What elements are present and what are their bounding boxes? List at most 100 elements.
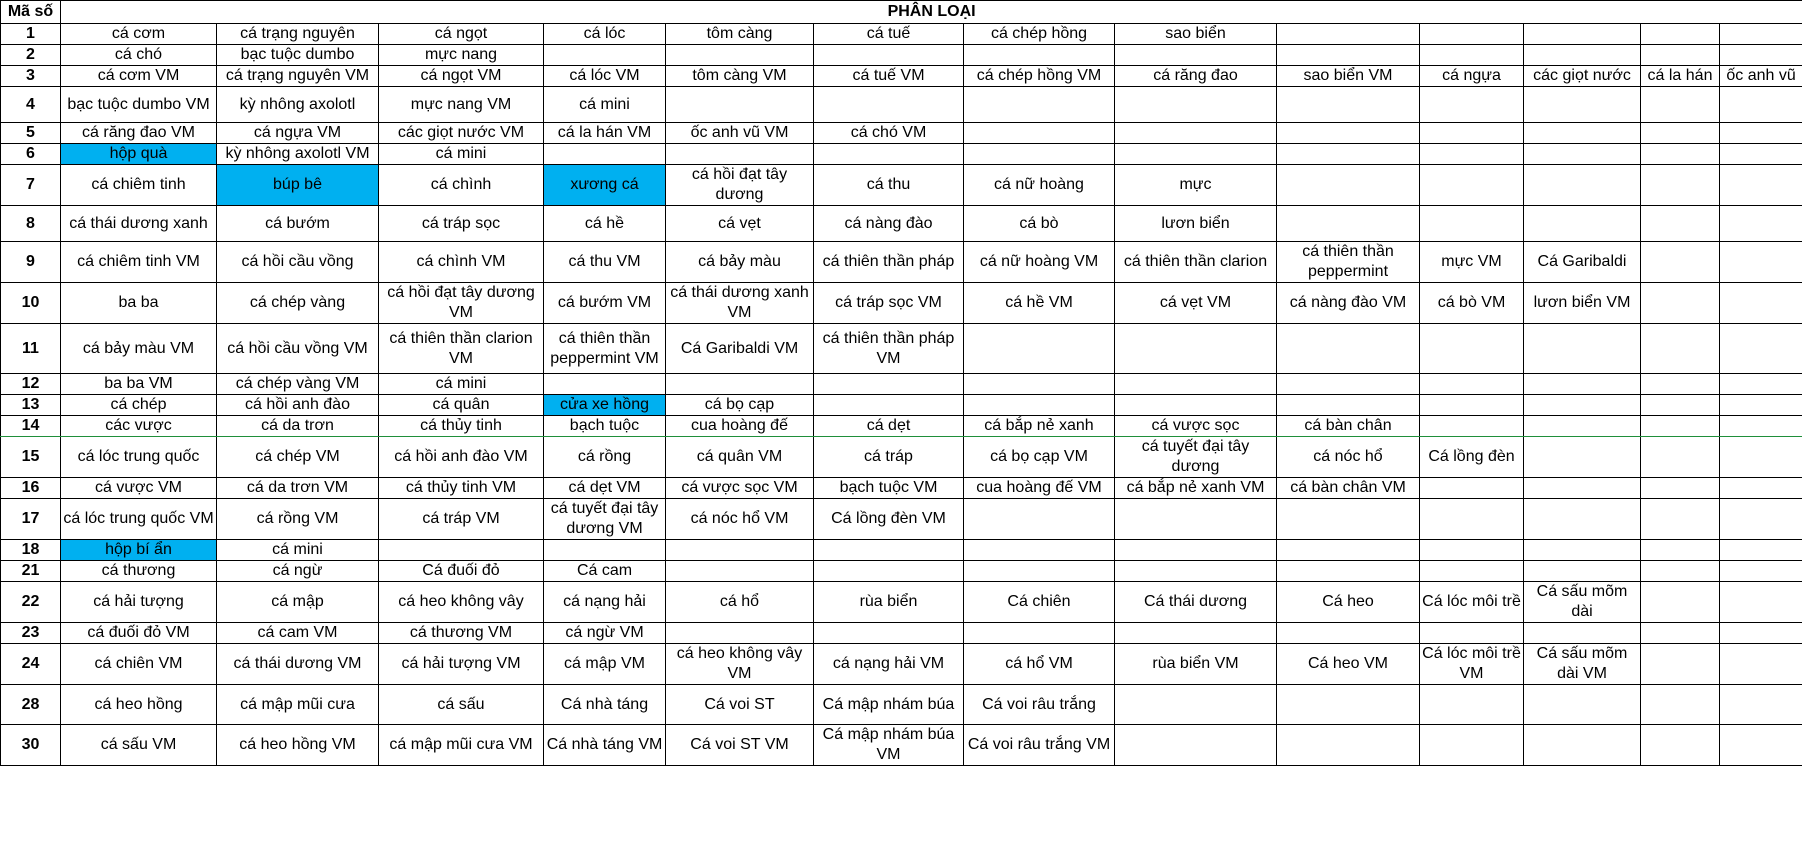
table-cell[interactable]: cá bọ cạp VM bbox=[963, 436, 1115, 478]
table-cell[interactable]: cá dẹt bbox=[813, 415, 964, 437]
row-id-cell[interactable]: 3 bbox=[0, 65, 61, 87]
table-cell[interactable]: cá chép vàng bbox=[216, 282, 379, 324]
table-cell[interactable] bbox=[963, 86, 1115, 123]
table-cell[interactable]: cá chép vàng VM bbox=[216, 373, 379, 395]
table-cell[interactable]: cá thái dương xanh VM bbox=[665, 282, 814, 324]
table-cell[interactable]: cá chình VM bbox=[378, 241, 544, 283]
table-cell[interactable]: cá heo không vây bbox=[378, 581, 544, 623]
row-id-cell[interactable]: 22 bbox=[0, 581, 61, 623]
table-cell[interactable]: ốc anh vũ bbox=[1718, 65, 1802, 87]
table-cell[interactable]: cá bò VM bbox=[1419, 282, 1524, 324]
table-cell[interactable] bbox=[963, 143, 1115, 165]
table-cell[interactable] bbox=[543, 44, 666, 66]
table-cell[interactable]: cá da trơn VM bbox=[216, 477, 379, 499]
table-cell[interactable] bbox=[1718, 415, 1802, 437]
table-cell[interactable]: cá la hán bbox=[1640, 65, 1720, 87]
table-cell[interactable] bbox=[1114, 44, 1277, 66]
table-cell[interactable]: cá hổ VM bbox=[963, 643, 1115, 685]
table-cell[interactable]: cá đuối đỏ VM bbox=[60, 622, 217, 644]
table-cell[interactable] bbox=[1419, 143, 1524, 165]
table-cell[interactable] bbox=[1718, 323, 1802, 374]
table-cell[interactable]: cá vược sọc VM bbox=[665, 477, 814, 499]
table-cell[interactable] bbox=[1523, 560, 1641, 582]
table-cell[interactable]: cá mập mũi cưa bbox=[216, 684, 379, 725]
table-cell[interactable]: Cá lồng đèn bbox=[1419, 436, 1524, 478]
table-cell[interactable] bbox=[1523, 539, 1641, 561]
table-cell[interactable] bbox=[1523, 164, 1641, 206]
row-id-cell[interactable]: 5 bbox=[0, 122, 61, 144]
table-cell[interactable]: cá vẹt bbox=[665, 205, 814, 242]
table-cell[interactable]: cá la hán VM bbox=[543, 122, 666, 144]
table-cell[interactable]: cá chiêm tinh VM bbox=[60, 241, 217, 283]
table-cell[interactable]: cua hoàng đế bbox=[665, 415, 814, 437]
table-cell[interactable]: ốc anh vũ VM bbox=[665, 122, 814, 144]
table-cell[interactable]: cá thủy tinh bbox=[378, 415, 544, 437]
row-id-cell[interactable]: 4 bbox=[0, 86, 61, 123]
table-cell[interactable]: cá tráp sọc bbox=[378, 205, 544, 242]
table-cell[interactable]: cá hồi đạt tây dương bbox=[665, 164, 814, 206]
table-cell[interactable] bbox=[1419, 44, 1524, 66]
table-cell[interactable] bbox=[1718, 394, 1802, 416]
table-cell[interactable] bbox=[1114, 622, 1277, 644]
table-cell[interactable]: các giọt nước bbox=[1523, 65, 1641, 87]
row-id-cell[interactable]: 10 bbox=[0, 282, 61, 324]
table-cell[interactable]: cá thủy tinh VM bbox=[378, 477, 544, 499]
table-cell[interactable]: Cá Garibaldi VM bbox=[665, 323, 814, 374]
table-cell[interactable] bbox=[1640, 539, 1720, 561]
table-cell[interactable] bbox=[1718, 498, 1802, 540]
table-cell[interactable]: cá da trơn bbox=[216, 415, 379, 437]
table-cell[interactable] bbox=[1276, 684, 1420, 725]
table-cell[interactable]: cá bắp nẻ xanh bbox=[963, 415, 1115, 437]
table-cell[interactable] bbox=[1718, 560, 1802, 582]
table-cell[interactable]: cá bướm bbox=[216, 205, 379, 242]
table-cell[interactable] bbox=[1276, 164, 1420, 206]
table-cell[interactable]: cá bắp nẻ xanh VM bbox=[1114, 477, 1277, 499]
table-cell[interactable]: cá mập mũi cưa VM bbox=[378, 724, 544, 766]
table-cell[interactable] bbox=[1640, 560, 1720, 582]
row-id-cell[interactable]: 13 bbox=[0, 394, 61, 416]
table-cell[interactable] bbox=[1419, 23, 1524, 45]
table-cell[interactable]: lươn biển bbox=[1114, 205, 1277, 242]
table-cell[interactable]: Cá cam bbox=[543, 560, 666, 582]
table-cell[interactable]: cá ngọt bbox=[378, 23, 544, 45]
table-cell[interactable]: cá thương bbox=[60, 560, 217, 582]
table-cell[interactable]: cá răng đao bbox=[1114, 65, 1277, 87]
table-cell[interactable] bbox=[1523, 122, 1641, 144]
table-cell[interactable]: cá ngựa bbox=[1419, 65, 1524, 87]
table-cell[interactable] bbox=[543, 143, 666, 165]
table-cell[interactable] bbox=[1419, 394, 1524, 416]
table-cell[interactable] bbox=[1640, 23, 1720, 45]
table-cell[interactable]: cá lóc trung quốc bbox=[60, 436, 217, 478]
table-cell[interactable]: cá hồi đạt tây dương VM bbox=[378, 282, 544, 324]
table-cell[interactable] bbox=[1718, 282, 1802, 324]
table-cell[interactable]: cá quân VM bbox=[665, 436, 814, 478]
table-cell[interactable]: cá heo không vây VM bbox=[665, 643, 814, 685]
table-cell[interactable] bbox=[963, 539, 1115, 561]
table-cell[interactable] bbox=[1718, 122, 1802, 144]
table-cell[interactable]: cửa xe hồng bbox=[543, 394, 666, 416]
table-cell[interactable]: cá lóc VM bbox=[543, 65, 666, 87]
row-id-cell[interactable]: 8 bbox=[0, 205, 61, 242]
table-cell[interactable] bbox=[1419, 477, 1524, 499]
row-id-cell[interactable]: 11 bbox=[0, 323, 61, 374]
table-cell[interactable]: Cá mập nhám búa bbox=[813, 684, 964, 725]
table-cell[interactable] bbox=[1523, 323, 1641, 374]
table-cell[interactable]: cá vược VM bbox=[60, 477, 217, 499]
table-cell[interactable] bbox=[1276, 122, 1420, 144]
table-cell[interactable]: rùa biển VM bbox=[1114, 643, 1277, 685]
table-cell[interactable]: cá tráp sọc VM bbox=[813, 282, 964, 324]
table-cell[interactable] bbox=[963, 622, 1115, 644]
table-cell[interactable] bbox=[1419, 560, 1524, 582]
table-cell[interactable] bbox=[1640, 143, 1720, 165]
table-cell[interactable] bbox=[1523, 394, 1641, 416]
table-cell[interactable] bbox=[1276, 205, 1420, 242]
table-cell[interactable]: cá chép hồng VM bbox=[963, 65, 1115, 87]
table-cell[interactable]: cá nóc hổ bbox=[1276, 436, 1420, 478]
table-cell[interactable]: cá bàn chân bbox=[1276, 415, 1420, 437]
table-cell[interactable]: cá hồi anh đào bbox=[216, 394, 379, 416]
table-cell[interactable] bbox=[1718, 44, 1802, 66]
table-cell[interactable]: Cá lồng đèn VM bbox=[813, 498, 964, 540]
table-cell[interactable] bbox=[1718, 581, 1802, 623]
table-cell[interactable] bbox=[1523, 44, 1641, 66]
table-cell[interactable]: cá lóc trung quốc VM bbox=[60, 498, 217, 540]
